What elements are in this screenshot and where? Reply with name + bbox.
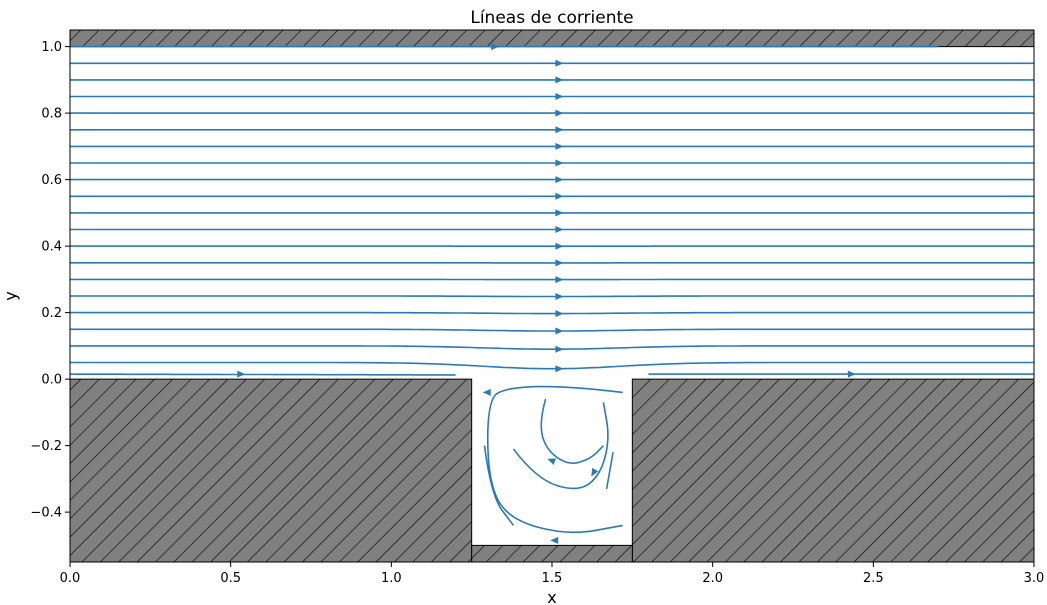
streamline-arrow-10 [555,209,564,217]
streamline-arrow-16 [555,310,564,318]
streamline-arrow-6 [555,142,564,150]
streamline-15 [70,295,1034,298]
y-tick-label-2: 0.0 [41,373,62,388]
vortex-line-2 [540,398,604,464]
wall-block-1 [69,378,473,563]
vortex-arrow-3 [550,536,559,544]
x-tick-label-5: 2.5 [863,571,884,586]
streamline-arrow-7 [555,159,564,167]
chart-title: Líneas de corriente [470,8,633,28]
streamline-arrow-2 [555,76,564,84]
streamline-arrow-12 [555,242,564,250]
x-tick-label-6: 3.0 [1024,571,1045,586]
y-tick-label-3: 0.2 [41,306,62,321]
vortex-line-3 [483,445,515,526]
x-axis-label: x [547,588,556,605]
streamline-19 [70,361,1034,370]
wall-block-0 [69,29,1035,48]
streamline-arrow-1 [555,59,564,67]
vortex-line-0 [486,385,623,534]
x-tick-label-2: 1.0 [381,571,402,586]
streamline-arrow-9 [555,192,564,200]
vortex-arrow-1 [547,458,557,465]
y-tick-label-1: −0.2 [30,439,62,454]
streamline-arrow-17 [555,327,564,335]
walls [69,29,1035,563]
x-tick-label-0: 0.0 [60,571,81,586]
streamlines [69,43,1034,544]
wall-block-2 [631,378,1035,563]
axes: 0.0 0.5 1.0 1.5 2.0 2.5 3.0 −0.4 −0.2 0.0 0.2 0.4 0.… [30,29,1045,586]
y-axis-label: y [1,291,20,300]
streamline-20-left [69,373,456,376]
streamline-arrow-20-0 [237,370,246,378]
streamline-arrow-11 [555,226,564,234]
streamline-arrow-8 [555,176,564,184]
streamline-arrow-4 [555,109,564,117]
wall-block-3 [471,544,633,563]
streamline-arrow-15 [555,293,564,301]
y-tick-label-4: 0.4 [41,240,62,255]
streamline-arrow-0 [491,43,500,51]
streamline-17 [70,328,1034,332]
vortex-line-1 [512,402,609,490]
streamline-arrow-18 [555,345,564,353]
streamline-arrow-14 [555,276,564,284]
x-tick-label-1: 0.5 [220,571,241,586]
streamline-arrow-13 [555,259,564,267]
streamline-arrow-5 [555,126,564,134]
y-tick-label-0: −0.4 [30,506,62,521]
streamline-arrow-19 [555,365,564,373]
y-tick-label-7: 1.0 [41,40,62,55]
x-tick-label-4: 2.0 [702,571,723,586]
vortex-arrow-0 [482,388,491,396]
vortex-line-4 [605,452,614,489]
streamline-arrow-20-1 [847,370,856,378]
streamline-16 [70,311,1034,315]
y-tick-label-6: 0.8 [41,107,62,122]
streamline-arrow-3 [555,93,564,101]
streamline-18 [70,345,1034,351]
vortex-arrow-2 [591,467,599,477]
y-tick-label-5: 0.6 [41,173,62,188]
x-tick-label-3: 1.5 [542,571,563,586]
